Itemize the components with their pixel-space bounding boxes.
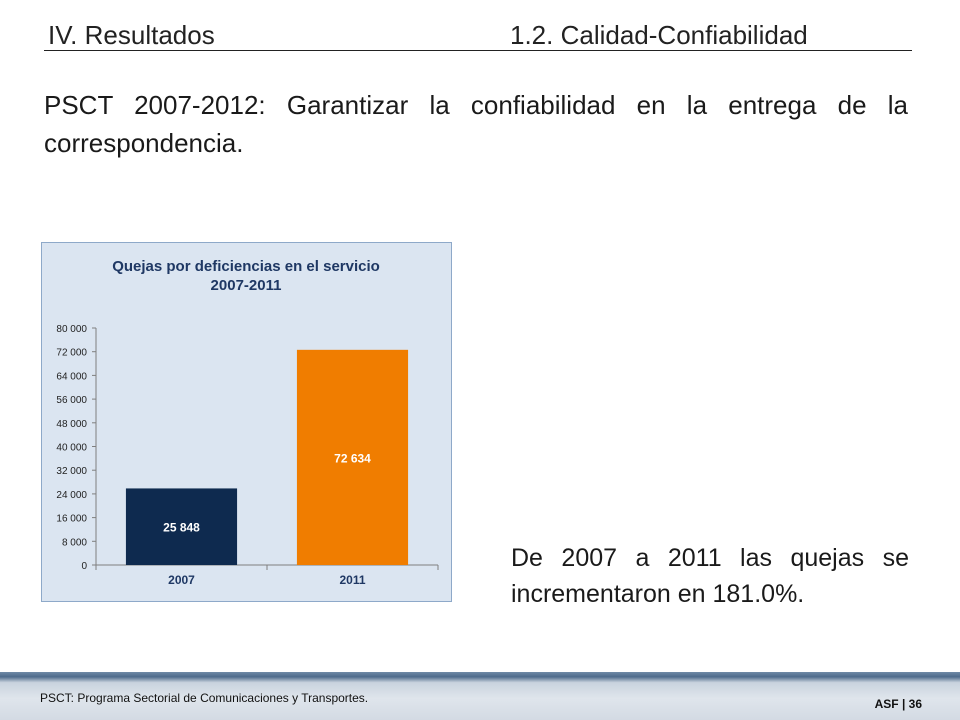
y-tick-label: 64 000 xyxy=(56,371,87,382)
data-label: 72 634 xyxy=(334,451,371,465)
data-label: 25 848 xyxy=(163,521,200,535)
plot-area: 0 8 000 16 000 24 000 32 000 40 000 48 000 56 0… xyxy=(56,324,439,587)
footnote: PSCT: Programa Sectorial de Comunicacion… xyxy=(40,691,369,705)
bar-chart: Quejas por deficiencias en el servicio 2… xyxy=(56,258,439,587)
bar-chart-panel: Quejas por deficiencias en el servicio 2… xyxy=(41,242,452,602)
intro-paragraph: PSCT 2007-2012: Garantizar la confiabili… xyxy=(44,90,908,158)
page-number: ASF | 36 xyxy=(874,697,922,711)
y-tick-label: 72 000 xyxy=(56,348,87,359)
bar-2007 xyxy=(125,488,238,565)
x-tick-label: 2011 xyxy=(339,573,365,587)
chart-subtitle: 2007-2011 xyxy=(211,277,282,294)
y-tick-label: 40 000 xyxy=(56,443,87,454)
y-tick-label: 56 000 xyxy=(56,395,87,406)
x-tick-label: 2007 xyxy=(168,573,195,587)
header-divider xyxy=(44,50,912,51)
y-tick-label: 8 000 xyxy=(62,537,87,548)
section-heading: IV. Resultados xyxy=(48,20,215,50)
bar-2011 xyxy=(296,349,409,565)
chart-title: Quejas por deficiencias en el servicio xyxy=(112,258,380,275)
y-tick-label: 32 000 xyxy=(56,466,87,477)
y-tick-label: 16 000 xyxy=(56,514,87,525)
y-tick-label: 48 000 xyxy=(56,419,87,430)
y-tick-label: 80 000 xyxy=(56,324,87,335)
topic-heading: 1.2. Calidad-Confiabilidad xyxy=(510,20,808,50)
summary-paragraph: De 2007 a 2011 las quejas se incrementar… xyxy=(511,544,909,608)
y-tick-label: 24 000 xyxy=(56,490,87,501)
footer-bar xyxy=(0,672,960,720)
y-tick-label: 0 xyxy=(81,561,87,572)
